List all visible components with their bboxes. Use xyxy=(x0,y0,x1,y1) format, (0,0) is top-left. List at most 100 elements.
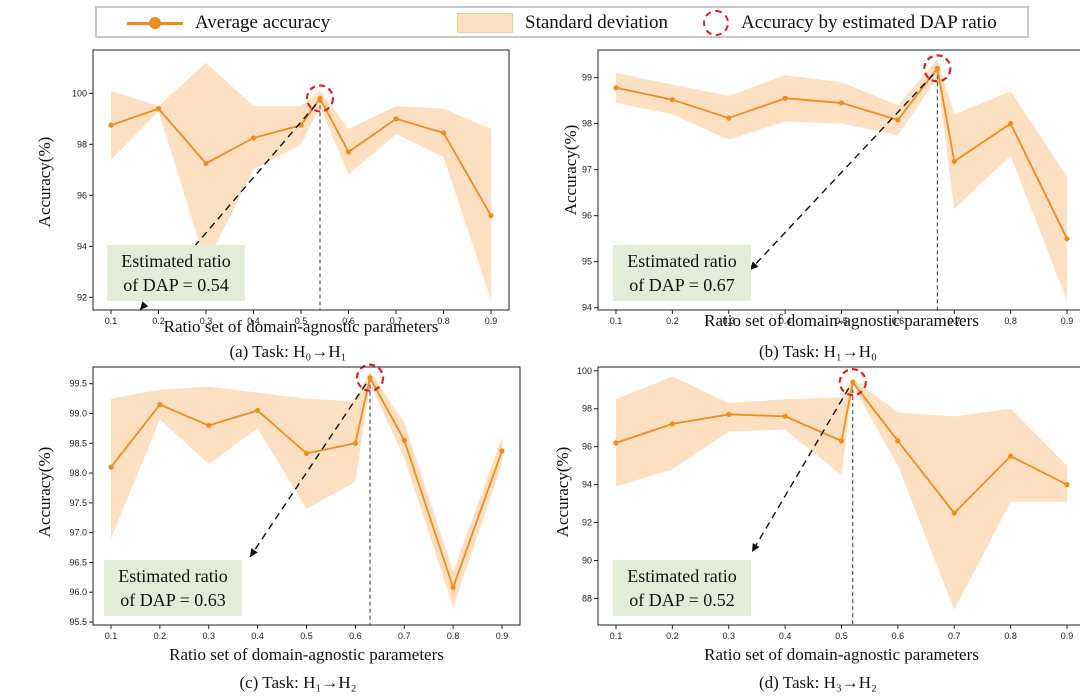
data-point xyxy=(1008,121,1014,127)
std-band xyxy=(616,376,1067,610)
x-tick-label: 0.4 xyxy=(251,631,264,641)
data-point xyxy=(838,100,845,106)
estimated-ratio-line2: of DAP = 0.63 xyxy=(120,590,226,610)
x-tick-label: 0.1 xyxy=(610,316,623,326)
estimated-ratio-line1: Estimated ratio xyxy=(118,566,228,586)
estimated-ratio-line2: of DAP = 0.52 xyxy=(629,590,735,610)
x-tick-label: 0.6 xyxy=(342,316,355,326)
chart-panel-d: 0.1 0.2 0.3 0.4 0.5 0.6 0.7 0.8 0.9 88 90 92 94 96 98 1… xyxy=(540,366,1080,697)
x-tick-label: 0.7 xyxy=(398,631,411,641)
estimated-ratio-line2: of DAP = 0.54 xyxy=(123,275,229,295)
estimated-accuracy-circle xyxy=(923,54,952,83)
data-point xyxy=(440,130,447,136)
y-tick-label: 96.0 xyxy=(69,587,87,597)
x-tick-label: 0.1 xyxy=(610,631,623,641)
y-axis-title: Accuracy(%) xyxy=(35,137,54,228)
x-tick-label: 0.4 xyxy=(779,316,792,326)
data-point xyxy=(895,117,901,123)
x-tick-label: 0.3 xyxy=(722,631,735,641)
chart-panel-b: 0.1 0.2 0.3 0.4 0.5 0.6 0.7 0.8 0.9 94 95 96 97 98 99 R… xyxy=(540,40,1080,370)
chart-caption-c: (c) Task: H₁→H₂ xyxy=(239,673,357,692)
chart-caption-a: (a) Task: H₀→H₁ xyxy=(229,342,347,361)
data-point xyxy=(255,407,261,414)
y-tick-label: 98.5 xyxy=(69,438,87,448)
y-tick-label: 98 xyxy=(582,404,592,414)
chart-legend: Average accuracy Standard deviation Accu… xyxy=(95,6,1029,38)
x-tick-label: 0.6 xyxy=(892,631,905,641)
data-point xyxy=(499,448,505,454)
y-tick-label: 97 xyxy=(582,165,592,175)
y-tick-label: 95.5 xyxy=(69,617,87,627)
y-tick-label: 94 xyxy=(582,303,592,313)
data-point xyxy=(303,450,310,456)
x-tick-label: 0.1 xyxy=(105,631,118,641)
x-tick-label: 0.9 xyxy=(1061,316,1074,326)
y-tick-label: 92 xyxy=(582,518,592,528)
data-point xyxy=(450,584,456,591)
y-tick-label: 98 xyxy=(77,139,87,149)
chart-plot-d: 0.1 0.2 0.3 0.4 0.5 0.6 0.7 0.8 0.9 88 90 92 94 96 98 1… xyxy=(553,366,1080,664)
chart-panel-c: 0.1 0.2 0.3 0.4 0.5 0.6 0.7 0.8 0.9 95.5 96.0 96.5 9… xyxy=(0,363,540,697)
estimated-ratio-box-c: Estimated ratio of DAP = 0.63 xyxy=(104,560,242,616)
x-tick-label: 0.7 xyxy=(948,316,961,326)
data-point xyxy=(613,440,619,446)
data-point xyxy=(393,116,399,122)
data-point xyxy=(951,510,957,516)
y-tick-label: 95 xyxy=(582,257,592,267)
y-tick-label: 96 xyxy=(582,442,592,452)
x-axis-title: Ratio set of domain-agnostic parameters xyxy=(704,645,979,664)
pointer-arrow xyxy=(249,383,367,558)
data-point xyxy=(782,413,788,419)
y-tick-label: 90 xyxy=(582,556,592,566)
data-point xyxy=(155,106,162,112)
chart-caption-d: (d) Task: H₃→H₂ xyxy=(758,673,877,692)
y-tick-label: 99.0 xyxy=(69,408,87,418)
data-point xyxy=(951,158,957,164)
estimated-ratio-line2: of DAP = 0.67 xyxy=(629,275,735,295)
data-point xyxy=(669,97,675,103)
x-tick-label: 0.9 xyxy=(485,316,498,326)
y-tick-label: 96.5 xyxy=(69,557,87,567)
x-tick-label: 0.1 xyxy=(105,316,118,326)
dashed-circle-icon xyxy=(703,10,729,36)
x-tick-label: 0.8 xyxy=(1004,316,1017,326)
y-tick-label: 98.0 xyxy=(69,468,87,478)
x-axis-title: Ratio set of domain-agnostic parameters xyxy=(704,311,979,330)
x-tick-label: 0.8 xyxy=(437,316,450,326)
data-point xyxy=(1064,482,1070,488)
x-tick-label: 0.3 xyxy=(722,316,735,326)
chart-plot-a: 0.1 0.2 0.3 0.4 0.5 0.6 0.7 0.8 0.9 92 94 96 98 100 Ra… xyxy=(35,49,510,336)
data-point xyxy=(726,411,732,418)
data-point xyxy=(895,438,901,444)
y-tick-label: 100 xyxy=(72,88,87,98)
chart-panel-a: 0.1 0.2 0.3 0.4 0.5 0.6 0.7 0.8 0.9 92 94 96 98 100 Ra… xyxy=(0,40,540,370)
y-tick-label: 97.5 xyxy=(69,498,87,508)
pointer-arrowhead xyxy=(750,261,759,270)
y-tick-label: 96 xyxy=(582,211,592,221)
chart-plot-c: 0.1 0.2 0.3 0.4 0.5 0.6 0.7 0.8 0.9 95.5 96.0 96.5 9… xyxy=(35,363,521,664)
y-axis-title: Accuracy(%) xyxy=(35,447,54,538)
data-point xyxy=(1064,236,1070,242)
data-point xyxy=(934,65,940,72)
data-point xyxy=(782,95,788,101)
y-tick-label: 94 xyxy=(77,241,87,251)
data-point xyxy=(488,213,494,219)
x-tick-label: 0.6 xyxy=(892,316,905,326)
data-point xyxy=(345,149,352,155)
pointer-arrow xyxy=(139,103,317,311)
estimated-ratio-line1: Estimated ratio xyxy=(121,251,231,271)
chart-caption-b: (b) Task: H₁→H₀ xyxy=(758,342,877,361)
x-tick-label: 0.7 xyxy=(948,631,961,641)
data-point xyxy=(726,115,732,121)
x-axis-title: Ratio set of domain-agnostic parameters xyxy=(169,645,444,664)
estimated-ratio-line1: Estimated ratio xyxy=(627,251,737,271)
data-point xyxy=(838,438,845,444)
x-tick-label: 0.6 xyxy=(349,631,362,641)
estimated-ratio-box-a: Estimated ratio of DAP = 0.54 xyxy=(107,245,245,301)
pointer-arrowhead xyxy=(140,301,149,310)
x-tick-label: 0.8 xyxy=(1004,631,1017,641)
x-axis-title: Ratio set of domain-agnostic parameters xyxy=(164,317,439,336)
x-tick-label: 0.9 xyxy=(1061,631,1074,641)
data-point xyxy=(352,440,358,446)
average-accuracy-line xyxy=(615,66,1068,240)
